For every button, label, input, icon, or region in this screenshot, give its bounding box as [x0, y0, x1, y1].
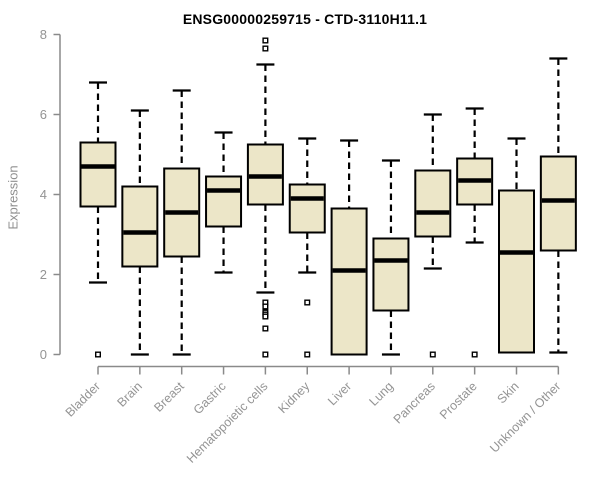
outlier-point-prostate [471, 351, 478, 358]
box-group-unknown-other [539, 57, 577, 354]
x-tick-label-liver: Liver [325, 379, 354, 408]
x-tick-label-brain: Brain [114, 379, 145, 410]
x-tick-label-lung: Lung [367, 379, 397, 409]
y-tick-label: 4 [40, 187, 47, 202]
x-tick-label-prostate: Prostate [437, 379, 480, 422]
x-tick-label-gastric: Gastric [191, 379, 229, 417]
outlier-point-hematopoietic-cells [262, 325, 269, 332]
iqr-box-liver [330, 207, 368, 356]
box-group-brain [121, 109, 159, 356]
iqr-box-kidney [288, 183, 326, 234]
outlier-point-hematopoietic-cells [262, 45, 269, 52]
box-group-bladder [79, 81, 117, 358]
box-group-pancreas [414, 113, 452, 358]
box-group-gastric [205, 131, 243, 274]
y-tick-label: 0 [40, 347, 47, 362]
box-group-breast [163, 89, 201, 356]
chart-title: ENSG00000259715 - CTD-3110H11.1 [182, 11, 428, 27]
x-tick-label-pancreas: Pancreas [391, 379, 438, 426]
iqr-box-skin [498, 189, 535, 354]
outlier-point-hematopoietic-cells [262, 303, 269, 310]
box-group-liver [330, 139, 368, 356]
outlier-point-hematopoietic-cells [262, 37, 269, 44]
outlier-point-kidney [304, 299, 311, 306]
x-tick-label-hematopoietic-cells: Hematopoietic cells [184, 379, 271, 466]
outlier-point-pancreas [429, 351, 436, 358]
outlier-point-bladder [94, 351, 101, 358]
iqr-box-bladder [79, 141, 117, 208]
x-tick-label-kidney: Kidney [275, 379, 312, 416]
box-group-skin [498, 137, 535, 354]
y-tick-label: 2 [40, 267, 47, 282]
iqr-box-brain [121, 185, 159, 268]
box-group-lung [372, 159, 410, 356]
iqr-box-pancreas [414, 169, 452, 238]
box-group-hematopoietic-cells [246, 37, 284, 358]
x-tick-label-unknown-other: Unknown / Other [487, 379, 563, 455]
x-tick-label-skin: Skin [495, 379, 522, 406]
iqr-box-gastric [205, 175, 243, 228]
box-group-prostate [456, 107, 494, 358]
box-group-kidney [288, 137, 326, 358]
outlier-point-hematopoietic-cells [262, 313, 269, 320]
y-tick-label: 6 [40, 107, 47, 122]
iqr-box-lung [372, 237, 410, 312]
x-tick-label-breast: Breast [151, 379, 187, 415]
iqr-box-unknown-other [539, 155, 577, 252]
y-tick-label: 8 [40, 27, 47, 42]
outlier-point-hematopoietic-cells [262, 351, 269, 358]
outlier-point-kidney [304, 351, 311, 358]
x-tick-label-bladder: Bladder [63, 379, 103, 419]
